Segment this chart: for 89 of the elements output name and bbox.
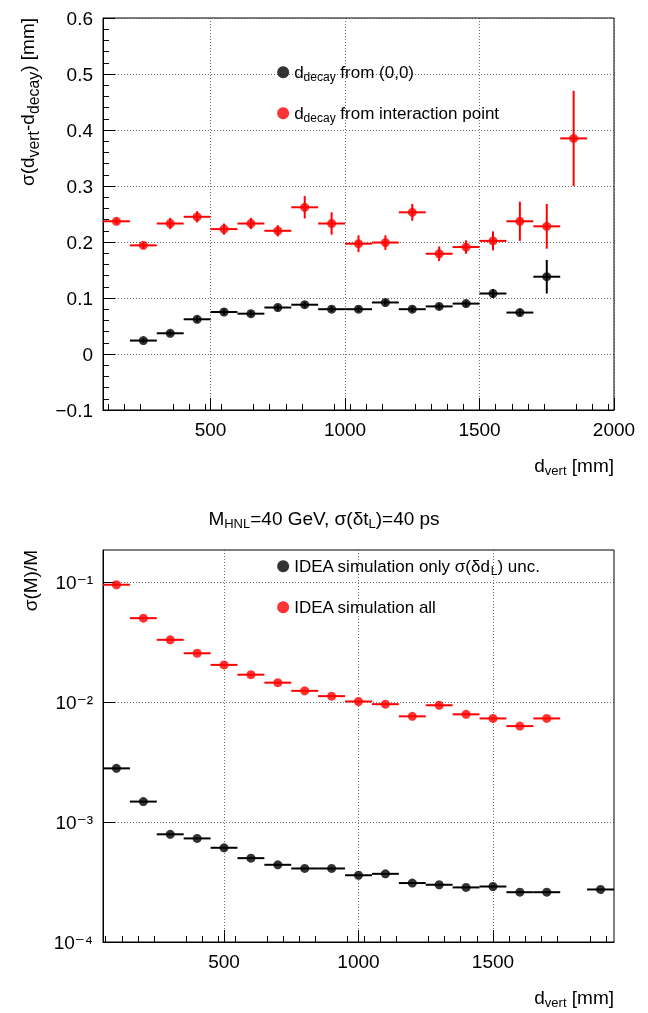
y-tick-label: −0.1: [55, 399, 93, 421]
y-tick-label: 10⁻⁴: [53, 931, 93, 953]
point: [488, 882, 498, 892]
point: [273, 678, 283, 688]
point: [327, 219, 337, 229]
point: [219, 224, 229, 234]
legend-label: IDEA simulation all: [294, 597, 436, 617]
point: [515, 216, 525, 226]
y-tick-label: 0.1: [66, 287, 93, 309]
point: [327, 863, 337, 873]
point: [488, 236, 498, 246]
x-tick-label: 500: [208, 951, 240, 972]
point: [380, 297, 390, 307]
point: [246, 853, 256, 863]
x-tick-label: 1000: [323, 419, 367, 440]
point: [434, 700, 444, 710]
point: [354, 870, 363, 880]
point: [219, 307, 229, 317]
point: [354, 239, 363, 249]
point: [434, 880, 444, 890]
point: [380, 238, 390, 248]
point: [219, 843, 229, 853]
point: [192, 648, 202, 658]
point: [354, 697, 363, 707]
point: [434, 301, 444, 311]
y-tick-label: 0: [82, 343, 93, 365]
point: [165, 219, 175, 229]
x-tick-label: 2000: [592, 419, 636, 440]
point: [165, 829, 175, 839]
point: [273, 303, 283, 313]
point: [488, 289, 498, 299]
point: [138, 336, 148, 346]
point: [192, 314, 202, 324]
point: [596, 884, 606, 894]
point: [515, 887, 525, 897]
point: [165, 328, 175, 338]
point: [407, 711, 417, 721]
point: [300, 202, 310, 212]
y-tick-label: 0.6: [66, 7, 93, 29]
point: [219, 660, 229, 670]
point: [138, 613, 148, 623]
point: [111, 580, 121, 590]
point: [515, 308, 525, 318]
point: [542, 887, 552, 897]
y-tick-label: 0.5: [66, 63, 93, 85]
x-tick-label: 1500: [458, 419, 501, 440]
y-tick-label: 0.2: [66, 231, 93, 253]
point: [192, 212, 202, 222]
y-tick-label: 10⁻²: [55, 691, 93, 713]
y-axis-title: σ(M)/M: [19, 550, 41, 612]
point: [461, 299, 471, 309]
point: [488, 713, 498, 723]
point: [300, 686, 310, 696]
point: [111, 216, 121, 226]
point: [461, 242, 471, 252]
x-tick-label: 1000: [337, 951, 380, 972]
y-tick-label: 10⁻¹: [55, 571, 93, 593]
point: [461, 882, 471, 892]
point: [327, 304, 337, 314]
point: [327, 691, 337, 701]
point: [380, 869, 390, 879]
point: [246, 219, 256, 229]
point: [515, 721, 525, 731]
point: [192, 833, 202, 843]
point: [542, 713, 552, 723]
point: [273, 860, 283, 870]
x-tick-label: 500: [194, 419, 227, 440]
point: [461, 709, 471, 719]
point: [138, 797, 148, 807]
point: [380, 699, 390, 709]
point: [246, 670, 256, 680]
point: [407, 304, 417, 314]
point: [569, 133, 579, 143]
point: [300, 863, 310, 873]
y-tick-label: 10⁻³: [55, 811, 93, 833]
point: [542, 272, 552, 282]
point: [165, 635, 175, 645]
point: [273, 226, 283, 236]
point: [542, 221, 552, 231]
point: [434, 249, 444, 259]
point: [300, 300, 310, 310]
point: [246, 309, 256, 319]
point: [407, 207, 417, 217]
x-tick-label: 1500: [471, 951, 515, 972]
y-tick-label: 0.4: [66, 119, 94, 141]
point: [111, 763, 121, 773]
point: [407, 878, 417, 888]
point: [138, 240, 148, 250]
y-tick-label: 0.3: [66, 175, 93, 197]
